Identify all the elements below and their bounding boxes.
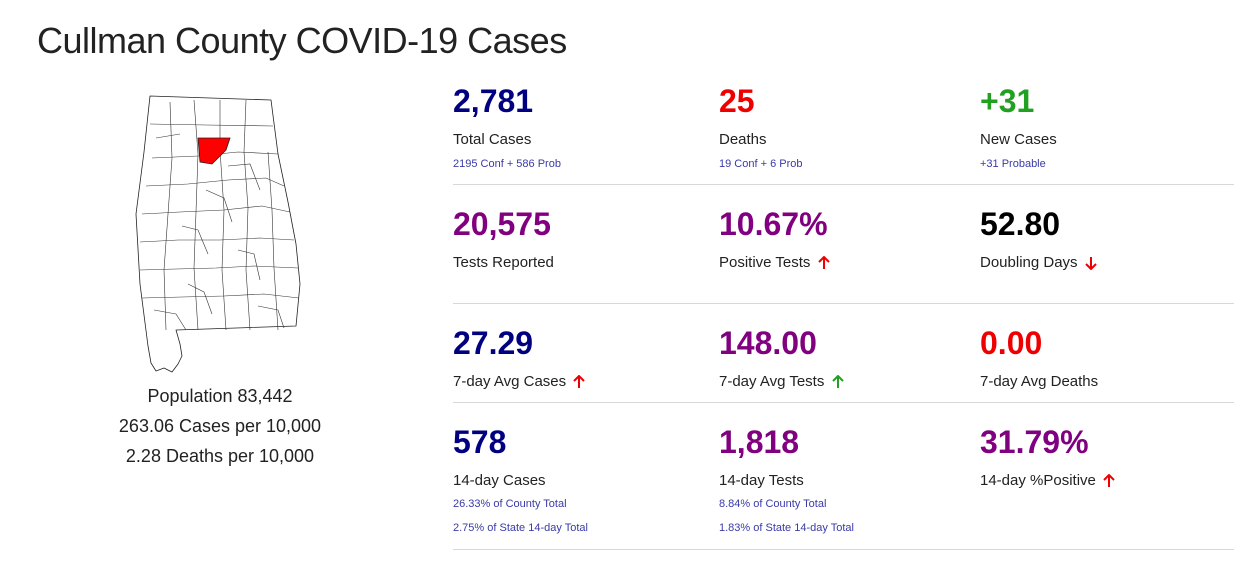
positive-14-value: 31.79% bbox=[980, 424, 1089, 460]
positive-tests-label-row: Positive Tests bbox=[719, 254, 830, 271]
new-cases-breakdown: +31 Probable bbox=[980, 158, 1046, 170]
deaths-label: Deaths bbox=[719, 131, 767, 148]
tests-reported-label: Tests Reported bbox=[453, 254, 554, 271]
arrow-up-icon bbox=[1103, 474, 1115, 488]
cases-14-label: 14-day Cases bbox=[453, 472, 546, 489]
positive-tests-label: Positive Tests bbox=[719, 254, 811, 271]
stats-row-1: 2,781 Total Cases 2195 Conf + 586 Prob 2… bbox=[453, 82, 1234, 185]
deaths-breakdown: 19 Conf + 6 Prob bbox=[719, 158, 803, 170]
deaths-value: 25 bbox=[719, 83, 755, 119]
avg-deaths-7-label: 7-day Avg Deaths bbox=[980, 373, 1099, 390]
tests-14-value: 1,818 bbox=[719, 424, 800, 460]
avg-tests-7-value: 148.00 bbox=[719, 325, 817, 361]
avg-cases-7-label-row: 7-day Avg Cases bbox=[453, 373, 586, 390]
avg-cases-7-label: 7-day Avg Cases bbox=[453, 373, 567, 390]
stats-grid: 2,781 Total Cases 2195 Conf + 586 Prob 2… bbox=[453, 82, 1234, 550]
doubling-days-label-row: Doubling Days bbox=[980, 254, 1097, 271]
tests-reported-value: 20,575 bbox=[453, 206, 551, 242]
cases-per-10000-text: 263.06 Cases per 10,000 bbox=[118, 416, 322, 436]
tests-14-label: 14-day Tests bbox=[719, 472, 804, 489]
deaths-per-10000-text: 2.28 Deaths per 10,000 bbox=[125, 446, 315, 466]
alabama-county-map-icon bbox=[135, 95, 301, 373]
arrow-up-icon bbox=[573, 375, 586, 389]
stats-row-2: 20,575 Tests Reported 10.67% Positive Te… bbox=[453, 205, 1234, 304]
avg-cases-7-value: 27.29 bbox=[453, 325, 534, 361]
stats-row-4: 578 14-day Cases 26.33% of County Total … bbox=[453, 403, 1234, 550]
stats-row-3: 27.29 7-day Avg Cases 148.00 7-day Avg T… bbox=[453, 304, 1234, 403]
cases-14-value: 578 bbox=[453, 424, 507, 460]
new-cases-label: New Cases bbox=[980, 131, 1057, 148]
doubling-days-value: 52.80 bbox=[980, 206, 1061, 242]
new-cases-value: +31 bbox=[980, 83, 1035, 119]
page-title: Cullman County COVID-19 Cases bbox=[37, 20, 567, 61]
total-cases-value: 2,781 bbox=[453, 83, 534, 119]
arrow-up-icon bbox=[817, 256, 830, 270]
avg-deaths-7-value: 0.00 bbox=[980, 325, 1043, 361]
positive-14-label: 14-day %Positive bbox=[980, 472, 1096, 489]
positive-14-label-row: 14-day %Positive bbox=[980, 472, 1115, 489]
positive-tests-value: 10.67% bbox=[719, 206, 828, 242]
cases-14-county-share: 26.33% of County Total bbox=[453, 498, 567, 510]
cases-14-state-share: 2.75% of State 14-day Total bbox=[453, 522, 588, 534]
total-cases-breakdown: 2195 Conf + 586 Prob bbox=[453, 158, 561, 170]
doubling-days-label: Doubling Days bbox=[980, 254, 1078, 271]
avg-tests-7-label-row: 7-day Avg Tests bbox=[719, 373, 844, 390]
population-text: Population 83,442 bbox=[147, 386, 293, 406]
total-cases-label: Total Cases bbox=[453, 131, 532, 148]
avg-tests-7-label: 7-day Avg Tests bbox=[719, 373, 825, 390]
tests-14-county-share: 8.84% of County Total bbox=[719, 498, 827, 510]
tests-14-state-share: 1.83% of State 14-day Total bbox=[719, 522, 854, 534]
arrow-up-icon bbox=[831, 375, 844, 389]
arrow-down-icon bbox=[1085, 257, 1097, 271]
cullman-county-highlight bbox=[197, 137, 231, 165]
